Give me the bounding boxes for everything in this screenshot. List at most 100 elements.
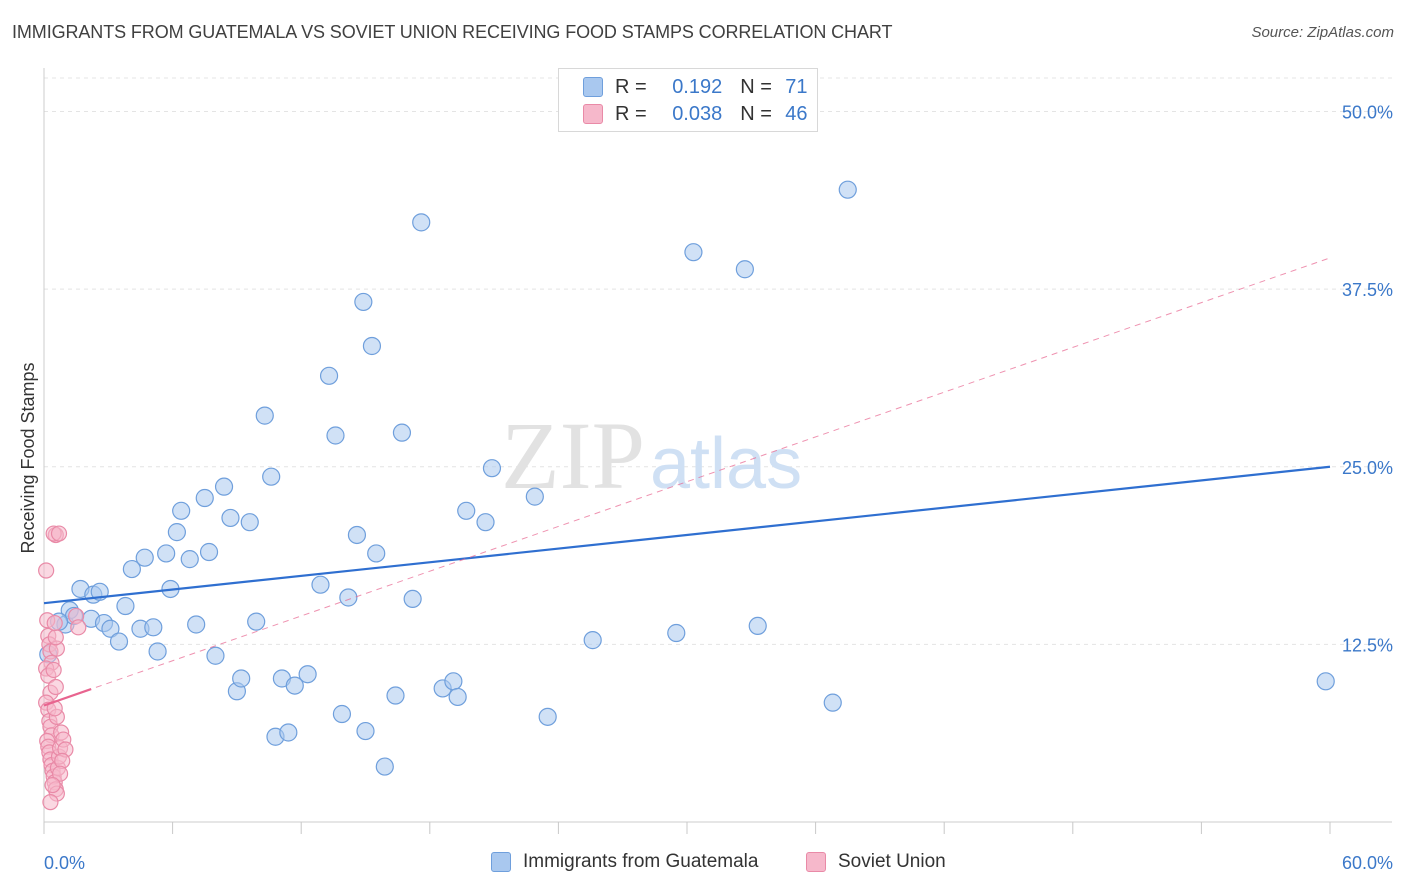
data-point <box>122 559 141 579</box>
data-point <box>42 794 59 811</box>
data-point <box>667 623 686 643</box>
data-point <box>144 618 163 637</box>
data-point <box>386 686 405 705</box>
data-point <box>214 477 234 496</box>
data-point <box>221 508 240 528</box>
data-point <box>44 776 61 794</box>
data-point <box>51 765 69 782</box>
legend-n-label: N = <box>740 102 772 125</box>
series-legend-guatemala: Immigrants from Guatemala <box>491 851 758 873</box>
data-point <box>319 366 339 385</box>
y-axis-label: Receiving Food Stamps <box>18 362 38 553</box>
data-point <box>47 629 64 646</box>
data-point <box>538 707 557 726</box>
x-tick-labels: 0.0% 60.0% <box>44 853 1393 873</box>
legend-r-label: R = <box>615 75 647 98</box>
legend-n-value-soviet-union: 46 <box>785 102 808 125</box>
data-point <box>45 661 62 679</box>
x-tick-label-min: 0.0% <box>44 853 85 873</box>
data-point <box>232 669 251 688</box>
trend-line-soviet-union-solid <box>43 688 92 707</box>
data-point <box>148 642 167 661</box>
data-point <box>448 687 467 707</box>
chart-title: IMMIGRANTS FROM GUATEMALA VS SOVIET UNIO… <box>12 22 893 42</box>
series-legend-swatch-pink <box>806 852 826 872</box>
data-point <box>46 614 63 632</box>
trend-lines <box>43 257 1331 707</box>
data-point <box>367 544 386 563</box>
data-point <box>444 672 463 691</box>
trend-line-guatemala <box>43 465 1331 605</box>
data-point <box>583 631 602 650</box>
legend-r-label: R = <box>615 102 647 125</box>
data-point <box>262 467 281 486</box>
data-point <box>50 525 68 542</box>
data-point <box>838 180 857 199</box>
data-point <box>403 589 422 609</box>
data-point <box>332 704 352 724</box>
legend-r-value-soviet-union: 0.038 <box>672 102 723 125</box>
data-point <box>195 488 214 508</box>
data-point <box>38 562 55 579</box>
y-tick-label: 37.5% <box>1342 280 1393 300</box>
gridlines <box>44 77 1392 645</box>
data-point <box>392 423 412 442</box>
y-tick-labels: 12.5% 25.0% 37.5% 50.0% <box>1342 103 1393 656</box>
data-point <box>356 721 375 741</box>
data-point <box>326 426 345 445</box>
data-point <box>116 596 135 616</box>
data-point <box>735 260 754 279</box>
data-point <box>362 336 382 356</box>
data-point <box>684 243 703 262</box>
watermark-atlas: atlas <box>650 424 802 504</box>
data-point <box>240 513 259 532</box>
legend-swatch-blue <box>583 77 603 97</box>
data-point <box>109 632 129 651</box>
stats-legend: R = 0.192 N = 71 R = 0.038 N = 46 <box>558 68 818 132</box>
data-point <box>285 676 304 695</box>
watermark: ZIP atlas <box>501 402 802 509</box>
legend-n-label: N = <box>740 75 772 98</box>
data-point <box>339 588 358 607</box>
data-point <box>167 523 186 542</box>
data-point <box>748 616 767 636</box>
data-point <box>823 693 842 712</box>
data-point <box>187 615 206 634</box>
data-point <box>199 542 219 562</box>
data-point <box>412 213 431 232</box>
data-point <box>172 501 191 520</box>
y-tick-label: 50.0% <box>1342 103 1393 123</box>
data-point <box>476 513 495 532</box>
data-point <box>255 406 274 425</box>
data-point <box>157 544 176 563</box>
data-point <box>47 678 64 696</box>
series-legend-label-soviet-union: Soviet Union <box>838 851 946 872</box>
data-point <box>525 487 544 506</box>
data-point <box>311 575 330 594</box>
data-point <box>482 459 502 478</box>
data-point <box>457 501 476 520</box>
source-credit: Source: ZipAtlas.com <box>1251 24 1394 41</box>
series-soviet-union-points <box>38 525 87 811</box>
data-point <box>298 665 317 684</box>
data-point <box>70 619 87 636</box>
data-point <box>206 646 225 665</box>
series-legend-soviet-union: Soviet Union <box>806 851 946 873</box>
data-point <box>101 619 120 638</box>
data-point <box>354 292 373 312</box>
series-legend-label-guatemala: Immigrants from Guatemala <box>523 851 759 872</box>
legend-row-guatemala: R = 0.192 N = 71 <box>583 75 808 99</box>
data-point <box>1316 672 1335 691</box>
legend-r-value-guatemala: 0.192 <box>672 75 723 98</box>
data-point <box>135 548 154 567</box>
legend-swatch-pink <box>583 104 603 124</box>
data-point <box>279 723 298 742</box>
data-point <box>347 525 367 545</box>
legend-row-soviet-union: R = 0.038 N = 46 <box>583 102 808 126</box>
data-point <box>375 757 394 776</box>
data-point <box>247 612 266 631</box>
x-tick-label-max: 60.0% <box>1342 853 1393 873</box>
watermark-zip: ZIP <box>501 402 645 509</box>
series-legend-swatch-blue <box>491 852 511 872</box>
